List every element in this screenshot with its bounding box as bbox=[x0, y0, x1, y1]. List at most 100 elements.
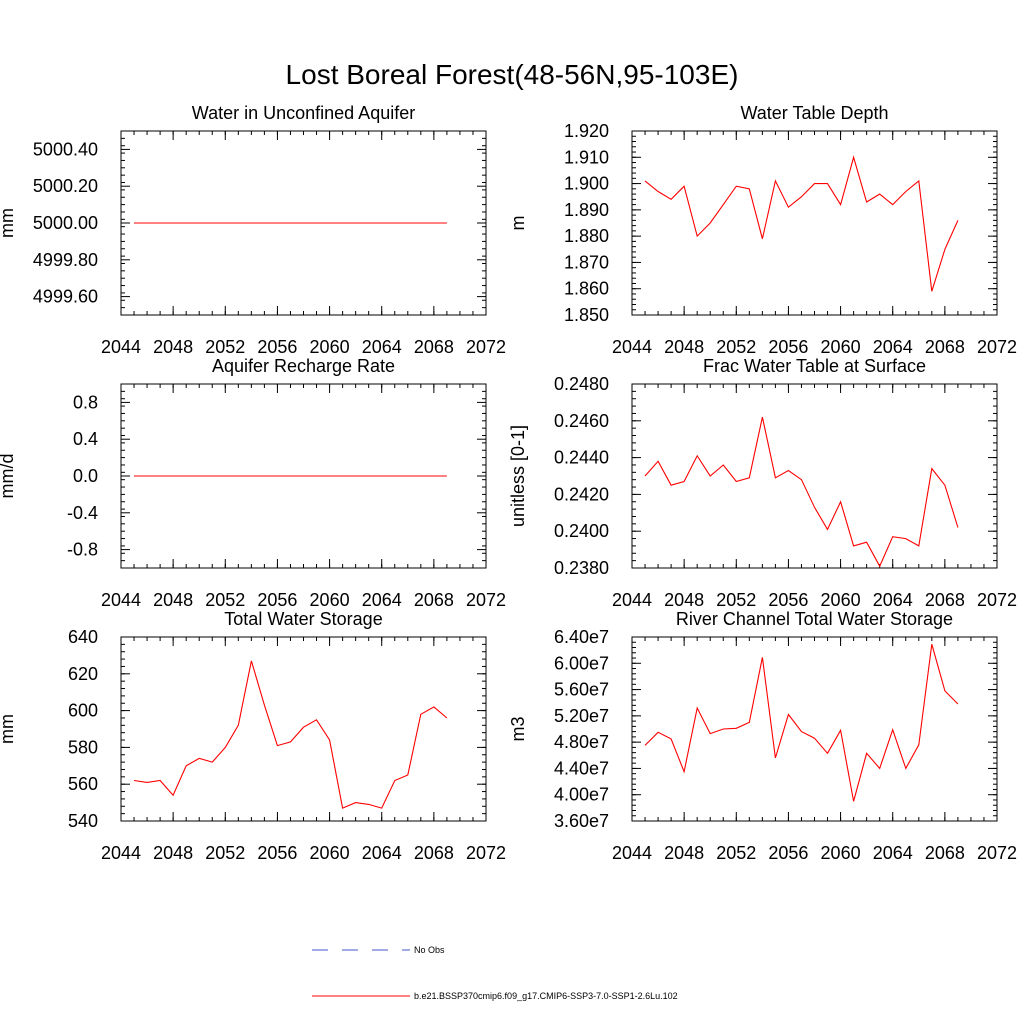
plot-frame bbox=[120, 636, 487, 822]
y-tick-label: 4.80e7 bbox=[554, 732, 609, 752]
x-tick-label: 2052 bbox=[716, 590, 756, 610]
x-tick-label: 2068 bbox=[414, 843, 454, 863]
y-axis-label: unitless [0-1] bbox=[508, 425, 528, 527]
y-tick-label: 0.2400 bbox=[554, 521, 609, 541]
series-line-1 bbox=[644, 416, 959, 568]
x-tick-label: 2068 bbox=[925, 590, 965, 610]
x-tick-label: 2072 bbox=[977, 590, 1017, 610]
x-tick-label: 2052 bbox=[205, 337, 245, 357]
y-axis-label: mm bbox=[0, 714, 17, 744]
y-axis-label: mm bbox=[0, 208, 17, 238]
x-tick-label: 2068 bbox=[414, 337, 454, 357]
y-tick-label: 4999.80 bbox=[33, 250, 98, 270]
y-tick-label: 5.60e7 bbox=[554, 680, 609, 700]
legend-model-label: b.e21.BSSP370cmip6.f09_g17.CMIP6-SSP3-7.… bbox=[414, 991, 678, 1001]
x-tick-label: 2048 bbox=[664, 337, 704, 357]
x-tick-label: 2044 bbox=[612, 590, 652, 610]
x-tick-label: 2056 bbox=[257, 590, 297, 610]
x-tick-label: 2048 bbox=[153, 590, 193, 610]
x-tick-label: 2044 bbox=[101, 590, 141, 610]
y-tick-label: 620 bbox=[68, 664, 98, 684]
y-tick-label: 0.8 bbox=[73, 392, 98, 412]
plot-frame bbox=[631, 130, 998, 316]
x-tick-label: 2072 bbox=[466, 843, 506, 863]
x-tick-label: 2056 bbox=[768, 337, 808, 357]
y-tick-label: 6.40e7 bbox=[554, 627, 609, 647]
y-tick-label: 0.0 bbox=[73, 466, 98, 486]
chart-panel-6: River Channel Total Water Storage m3 2044 2… bbox=[508, 609, 1017, 863]
legend-obs-label: No Obs bbox=[414, 945, 445, 955]
panel-title: Frac Water Table at Surface bbox=[703, 356, 926, 376]
y-tick-label: 0.2420 bbox=[554, 484, 609, 504]
y-tick-label: 1.910 bbox=[564, 147, 609, 167]
legend: No Obs b.e21.BSSP370cmip6.f09_g17.CMIP6-… bbox=[312, 945, 678, 1001]
x-tick-label: 2064 bbox=[873, 590, 913, 610]
panel-title: River Channel Total Water Storage bbox=[676, 609, 953, 629]
x-tick-label: 2048 bbox=[153, 337, 193, 357]
y-tick-label: 1.880 bbox=[564, 226, 609, 246]
panel-title: Aquifer Recharge Rate bbox=[212, 356, 395, 376]
x-tick-label: 2060 bbox=[310, 843, 350, 863]
y-tick-label: 1.850 bbox=[564, 305, 609, 325]
y-tick-label: 1.900 bbox=[564, 174, 609, 194]
y-tick-label: 0.2480 bbox=[554, 374, 609, 394]
x-tick-label: 2068 bbox=[925, 843, 965, 863]
x-tick-label: 2068 bbox=[925, 337, 965, 357]
y-tick-label: 5000.00 bbox=[33, 213, 98, 233]
chart-panel-3: Aquifer Recharge Rate mm/d 2044 2048 2052 205… bbox=[0, 356, 506, 610]
x-tick-label: 2056 bbox=[257, 337, 297, 357]
chart-panel-4: Frac Water Table at Surface unitless [0-1… bbox=[508, 356, 1017, 610]
x-tick-label: 2064 bbox=[362, 843, 402, 863]
y-tick-label: 4999.60 bbox=[33, 287, 98, 307]
y-tick-label: 600 bbox=[68, 701, 98, 721]
x-tick-label: 2064 bbox=[362, 590, 402, 610]
plot-frame bbox=[631, 636, 998, 822]
y-tick-label: 4.00e7 bbox=[554, 785, 609, 805]
y-tick-label: 560 bbox=[68, 774, 98, 794]
y-tick-label: 0.2440 bbox=[554, 448, 609, 468]
y-tick-label: 1.890 bbox=[564, 200, 609, 220]
x-tick-label: 2044 bbox=[101, 337, 141, 357]
panel-title: Total Water Storage bbox=[224, 609, 382, 629]
chart-panel-5: Total Water Storage mm 2044 2048 2052 2056 206… bbox=[0, 609, 506, 863]
y-tick-label: 1.920 bbox=[564, 121, 609, 141]
y-tick-label: 5000.20 bbox=[33, 176, 98, 196]
x-tick-label: 2072 bbox=[466, 590, 506, 610]
x-tick-label: 2064 bbox=[362, 337, 402, 357]
y-tick-label: 0.2380 bbox=[554, 558, 609, 578]
main-title: Lost Boreal Forest(48-56N,95-103E) bbox=[286, 59, 739, 90]
x-tick-label: 2072 bbox=[466, 337, 506, 357]
x-tick-label: 2068 bbox=[414, 590, 454, 610]
x-tick-label: 2048 bbox=[664, 843, 704, 863]
x-tick-label: 2060 bbox=[821, 843, 861, 863]
y-tick-label: 640 bbox=[68, 627, 98, 647]
chart-panel-1: Water in Unconfined Aquifer mm 2044 2048 205… bbox=[0, 103, 506, 357]
y-axis-label: m3 bbox=[508, 716, 528, 741]
y-tick-label: 5000.40 bbox=[33, 139, 98, 159]
series-line-1 bbox=[644, 644, 959, 802]
x-tick-label: 2060 bbox=[821, 337, 861, 357]
y-tick-label: 580 bbox=[68, 737, 98, 757]
y-tick-label: -0.4 bbox=[67, 503, 98, 523]
y-tick-label: 540 bbox=[68, 811, 98, 831]
y-tick-label: 0.4 bbox=[73, 429, 98, 449]
x-tick-label: 2060 bbox=[821, 590, 861, 610]
y-axis-label: m bbox=[508, 216, 528, 231]
y-tick-label: 4.40e7 bbox=[554, 758, 609, 778]
series-line-1 bbox=[644, 155, 959, 292]
y-axis-label: mm/d bbox=[0, 454, 17, 499]
x-tick-label: 2060 bbox=[310, 590, 350, 610]
x-tick-label: 2052 bbox=[716, 337, 756, 357]
x-tick-label: 2044 bbox=[612, 843, 652, 863]
x-tick-label: 2056 bbox=[768, 843, 808, 863]
x-tick-label: 2052 bbox=[205, 843, 245, 863]
chart-panel-2: Water Table Depth m 2044 2048 2052 2056 2060 20… bbox=[508, 103, 1017, 357]
x-tick-label: 2048 bbox=[664, 590, 704, 610]
x-tick-label: 2060 bbox=[310, 337, 350, 357]
y-tick-label: 0.2460 bbox=[554, 411, 609, 431]
x-tick-label: 2052 bbox=[205, 590, 245, 610]
x-tick-label: 2048 bbox=[153, 843, 193, 863]
x-tick-label: 2056 bbox=[768, 590, 808, 610]
x-tick-label: 2044 bbox=[612, 337, 652, 357]
